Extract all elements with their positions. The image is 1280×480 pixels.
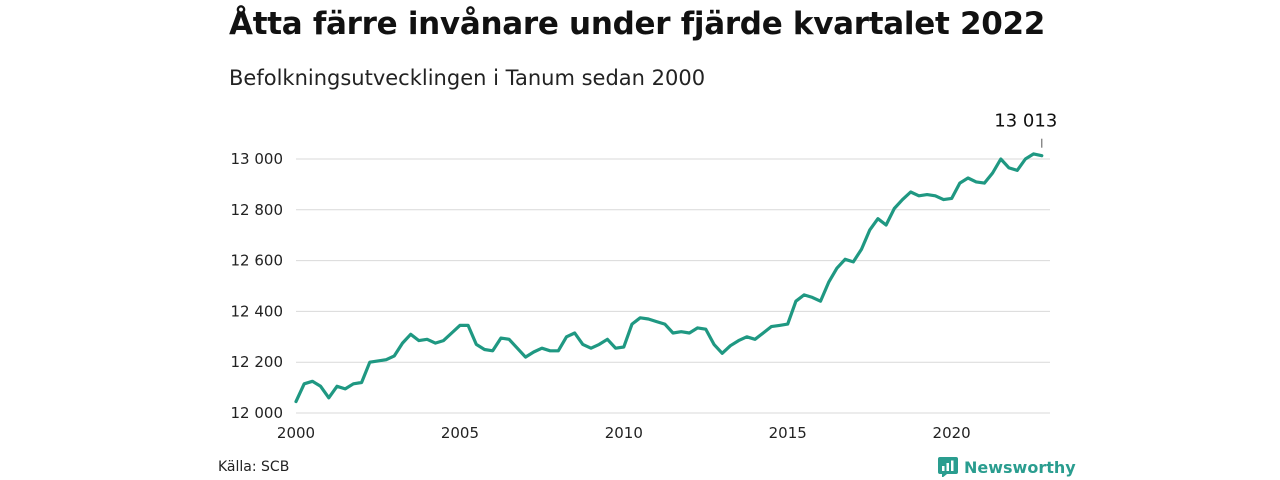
y-tick-label: 12 800 (231, 201, 284, 219)
source-label: Källa: SCB (218, 459, 290, 475)
series-layer (294, 152, 1044, 404)
grid-lines (296, 158, 1050, 414)
annotation-label: 13 013 (994, 111, 1057, 132)
y-tick-label: 12 200 (231, 353, 284, 371)
x-tick-label: 2005 (441, 424, 479, 442)
x-tick-label: 2010 (605, 424, 643, 442)
y-tick-label: 13 000 (231, 150, 284, 168)
y-axis-ticks: 12 000 12 200 12 400 12 600 12 800 13 000 (231, 150, 284, 422)
x-tick-label: 2020 (933, 424, 971, 442)
annotation-layer: 13 013 (994, 111, 1057, 148)
x-tick-label: 2015 (769, 424, 807, 442)
y-tick-label: 12 400 (231, 302, 284, 320)
series-line (294, 152, 1044, 404)
chart-subtitle: Befolkningsutvecklingen i Tanum sedan 20… (229, 66, 706, 90)
brand-logo: Newsworthy (938, 456, 1076, 478)
chart-title: Åtta färre invånare under fjärde kvartal… (229, 6, 1046, 42)
bar-chart-icon (938, 457, 958, 477)
brand-name: Newsworthy (964, 457, 1076, 477)
x-axis-ticks: 2000 2005 2010 2015 2020 (277, 424, 971, 442)
y-tick-label: 12 600 (231, 252, 284, 270)
x-tick-label: 2000 (277, 424, 315, 442)
y-tick-label: 12 000 (231, 404, 284, 422)
